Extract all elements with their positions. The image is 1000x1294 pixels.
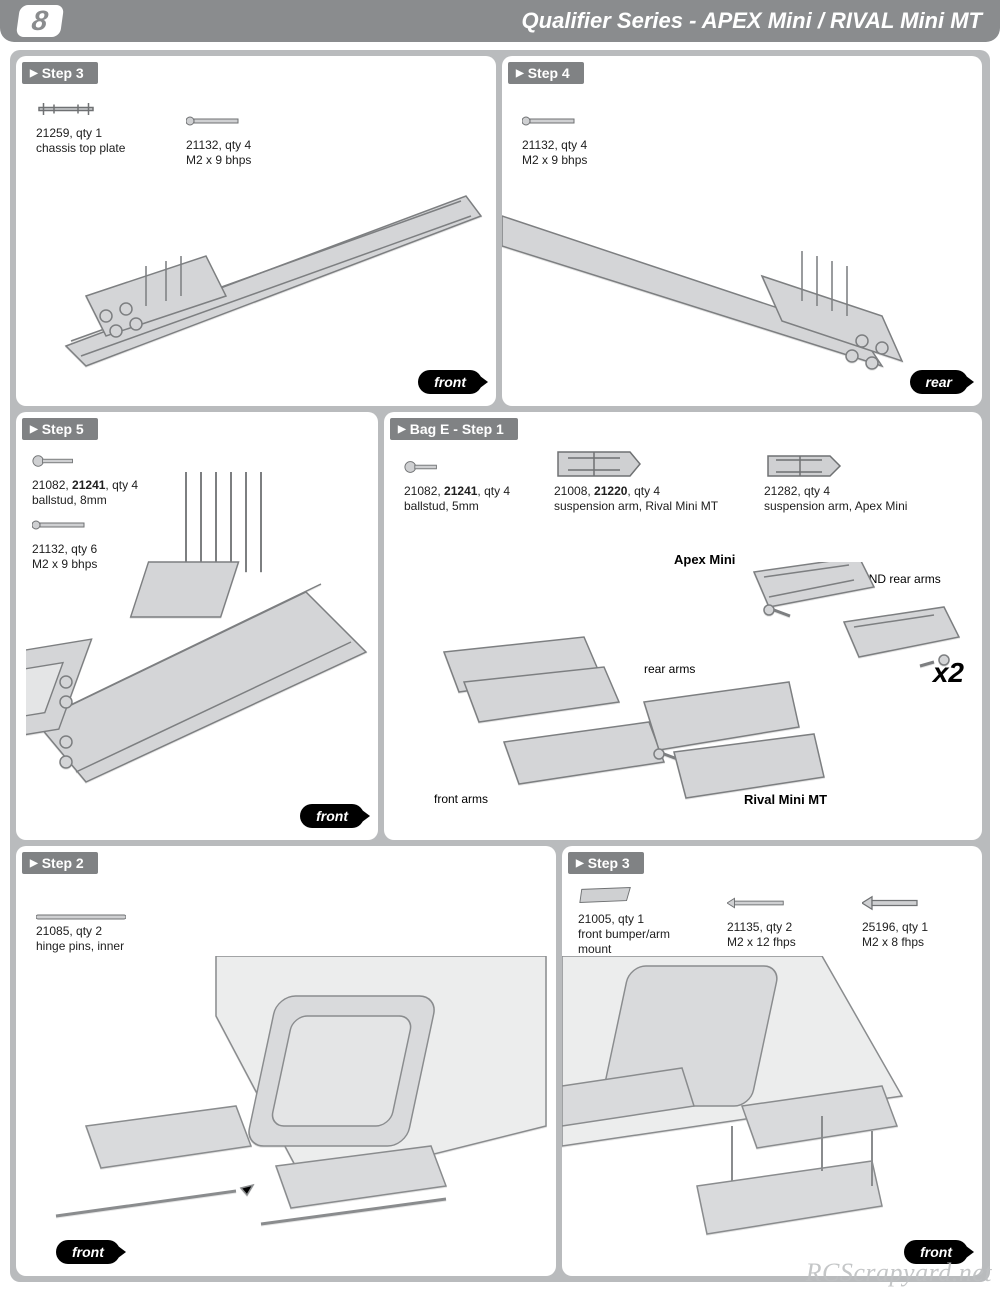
- top-plate-icon: [36, 96, 96, 122]
- arm-icon: [554, 448, 644, 480]
- orient-badge-rear: rear: [910, 370, 968, 394]
- orient-badge-front: front: [56, 1240, 120, 1264]
- step-tab: Step 5: [22, 418, 98, 440]
- part-line1: 21005, qty 1: [578, 912, 644, 926]
- panel-step3b: Step 3 21005, qty 1 front bumper/arm mou…: [562, 846, 982, 1276]
- arm-icon: [764, 452, 844, 480]
- assembly-step3b: [562, 956, 982, 1266]
- step-tab: Step 2: [22, 852, 98, 874]
- part-line1: 21132, qty 4: [186, 138, 251, 152]
- part-hinge-pin: 21085, qty 2 hinge pins, inner: [36, 914, 176, 954]
- step-tab: Bag E - Step 1: [390, 418, 518, 440]
- ballstud-icon: [404, 454, 440, 480]
- part-top-plate: 21259, qty 1 chassis top plate: [36, 96, 166, 156]
- assembly-step2b: [46, 956, 556, 1266]
- pin-icon: [36, 914, 126, 920]
- part-line2: M2 x 12 fhps: [727, 935, 796, 949]
- orient-badge-front: front: [300, 804, 364, 828]
- part-susp-arm-apex: 21282, qty 4 suspension arm, Apex Mini: [764, 452, 934, 514]
- screw-icon: [862, 890, 922, 916]
- assembly-step3: [26, 166, 486, 396]
- panel-step5: Step 5 21082, 21241, qty 4 ballstud, 8mm…: [16, 412, 378, 840]
- step-tab: Step 3: [568, 852, 644, 874]
- panel-grid: Step 3 21259, qty 1 chassis top plate 21…: [10, 50, 990, 1282]
- part-line2: ballstud, 5mm: [404, 499, 479, 513]
- part-ballstud: 21082, 21241, qty 4 ballstud, 5mm: [404, 454, 544, 514]
- panel-step4: Step 4 21132, qty 4 M2 x 9 bhps rear: [502, 56, 982, 406]
- watermark: RCScrapyard.net: [806, 1258, 992, 1288]
- part-line1: 21082, 21241, qty 4: [404, 484, 510, 498]
- part-line2: M2 x 8 fhps: [862, 935, 924, 949]
- part-screw12: 21135, qty 2 M2 x 12 fhps: [727, 890, 837, 950]
- screw-icon: [727, 890, 787, 916]
- step-tab: Step 3: [22, 62, 98, 84]
- screw-icon: [522, 108, 582, 134]
- part-line1: 25196, qty 1: [862, 920, 928, 934]
- panel-bagE: Bag E - Step 1 21082, 21241, qty 4 balls…: [384, 412, 982, 840]
- header-title: Qualifier Series - APEX Mini / RIVAL Min…: [522, 8, 982, 34]
- orient-badge-front: front: [418, 370, 482, 394]
- assembly-step4: [502, 156, 982, 396]
- part-line2: M2 x 9 bhps: [186, 153, 251, 167]
- assembly-step5: [26, 462, 376, 832]
- part-screw8: 25196, qty 1 M2 x 8 fhps: [862, 890, 972, 950]
- part-line1: 21132, qty 4: [522, 138, 587, 152]
- panel-step2b: Step 2 21085, qty 2 hinge pins, inner fr…: [16, 846, 556, 1276]
- part-line2: chassis top plate: [36, 141, 125, 155]
- arms-layout: [404, 562, 964, 822]
- panel-step3: Step 3 21259, qty 1 chassis top plate 21…: [16, 56, 496, 406]
- part-line1: 21008, 21220, qty 4: [554, 484, 660, 498]
- part-line1: 21282, qty 4: [764, 484, 830, 498]
- part-susp-arm-rival: 21008, 21220, qty 4 suspension arm, Riva…: [554, 448, 744, 514]
- page-header: 8 Qualifier Series - APEX Mini / RIVAL M…: [0, 0, 1000, 42]
- part-screw: 21132, qty 4 M2 x 9 bhps: [186, 108, 296, 168]
- part-line1: 21135, qty 2: [727, 920, 792, 934]
- bumper-icon: [578, 882, 634, 908]
- step-tab: Step 4: [508, 62, 584, 84]
- part-line2: hinge pins, inner: [36, 939, 124, 953]
- part-line2: suspension arm, Apex Mini: [764, 499, 907, 513]
- screw-icon: [186, 108, 246, 134]
- part-line2: front bumper/arm: [578, 927, 670, 941]
- page-number-badge: 8: [16, 5, 64, 37]
- part-line2: suspension arm, Rival Mini MT: [554, 499, 718, 513]
- part-line3: mount: [578, 942, 611, 956]
- part-bumper: 21005, qty 1 front bumper/arm mount: [578, 882, 708, 957]
- part-line1: 21085, qty 2: [36, 924, 102, 938]
- part-line1: 21259, qty 1: [36, 126, 102, 140]
